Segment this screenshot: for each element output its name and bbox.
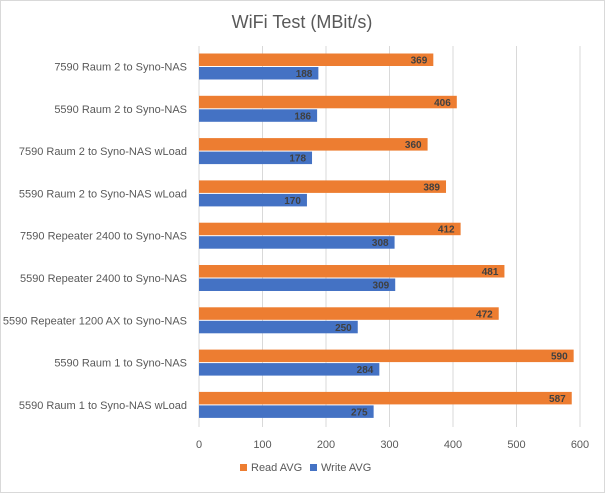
bar-read-avg: [199, 222, 461, 236]
data-label-write-avg: 186: [294, 111, 311, 122]
data-label-write-avg: 178: [289, 154, 306, 165]
x-tick-label: 600: [571, 439, 589, 451]
data-label-write-avg: 250: [335, 323, 352, 334]
category-label: 5590 Raum 1 to Syno-NAS: [54, 358, 187, 370]
bar-read-avg: [199, 180, 447, 193]
bar-write-avg: [199, 405, 374, 418]
bar-read-avg: [199, 307, 499, 320]
x-tick-label: 100: [253, 439, 271, 451]
bar-read-avg: [199, 349, 574, 363]
data-labels: 369 188 406 186 360 178 389 170 412 308 481 309 472 2…: [284, 56, 568, 419]
data-label-write-avg: 284: [357, 365, 374, 376]
legend-label: Read AVG: [251, 462, 302, 474]
category-label: 7590 Repeater 2400 to Syno-NAS: [20, 231, 187, 243]
bar-write-avg: [199, 193, 307, 207]
data-label-read-avg: 406: [434, 98, 451, 109]
x-tick-label: 0: [196, 439, 202, 451]
category-label: 5590 Repeater 1200 AX to Syno-NAS: [3, 315, 187, 327]
legend-swatch: [240, 464, 247, 471]
x-tick-label: 400: [444, 439, 462, 451]
category-label: 5590 Raum 2 to Syno-NAS: [54, 104, 187, 116]
category-label: 5590 Raum 2 to Syno-NAS wLoad: [19, 188, 187, 200]
bar-read-avg: [199, 138, 428, 151]
bar-read-avg: [199, 95, 457, 109]
x-tick-label: 500: [507, 439, 525, 451]
bars: [199, 53, 574, 418]
data-label-write-avg: 188: [296, 69, 313, 80]
bar-write-avg: [199, 109, 318, 122]
data-label-read-avg: 412: [438, 225, 455, 236]
data-label-read-avg: 389: [423, 182, 440, 193]
bar-write-avg: [199, 363, 380, 376]
data-label-read-avg: 472: [476, 309, 493, 320]
data-label-write-avg: 308: [372, 238, 389, 249]
bar-write-avg: [199, 278, 396, 291]
x-tick-label: 300: [380, 439, 398, 451]
bar-write-avg: [199, 320, 358, 334]
category-label: 7590 Raum 2 to Syno-NAS wLoad: [19, 146, 187, 158]
data-label-read-avg: 369: [411, 56, 428, 67]
bar-read-avg: [199, 53, 434, 66]
bar-write-avg: [199, 67, 319, 80]
category-labels: 7590 Raum 2 to Syno-NAS 5590 Raum 2 to Sy…: [3, 62, 187, 412]
bar-write-avg: [199, 151, 313, 165]
chart-title: WiFi Test (MBit/s): [232, 12, 373, 32]
data-label-write-avg: 170: [284, 196, 301, 207]
legend-label: Write AVG: [321, 462, 371, 474]
bar-write-avg: [199, 236, 395, 249]
data-label-read-avg: 587: [549, 394, 566, 405]
x-tick-label: 200: [317, 439, 335, 451]
data-label-read-avg: 481: [482, 267, 499, 278]
bar-read-avg: [199, 391, 572, 405]
category-label: 5590 Raum 1 to Syno-NAS wLoad: [19, 400, 187, 412]
x-tick-labels: 0 100 200 300 400 500 600: [196, 439, 589, 451]
data-label-write-avg: 309: [373, 281, 390, 292]
legend-swatch: [310, 464, 317, 471]
category-label: 7590 Raum 2 to Syno-NAS: [54, 62, 187, 74]
bar-read-avg: [199, 265, 505, 278]
data-label-read-avg: 590: [551, 352, 568, 363]
category-label: 5590 Repeater 2400 to Syno-NAS: [20, 273, 187, 285]
data-label-write-avg: 275: [351, 407, 368, 418]
data-label-read-avg: 360: [405, 140, 422, 151]
legend: Read AVG Write AVG: [240, 462, 371, 474]
